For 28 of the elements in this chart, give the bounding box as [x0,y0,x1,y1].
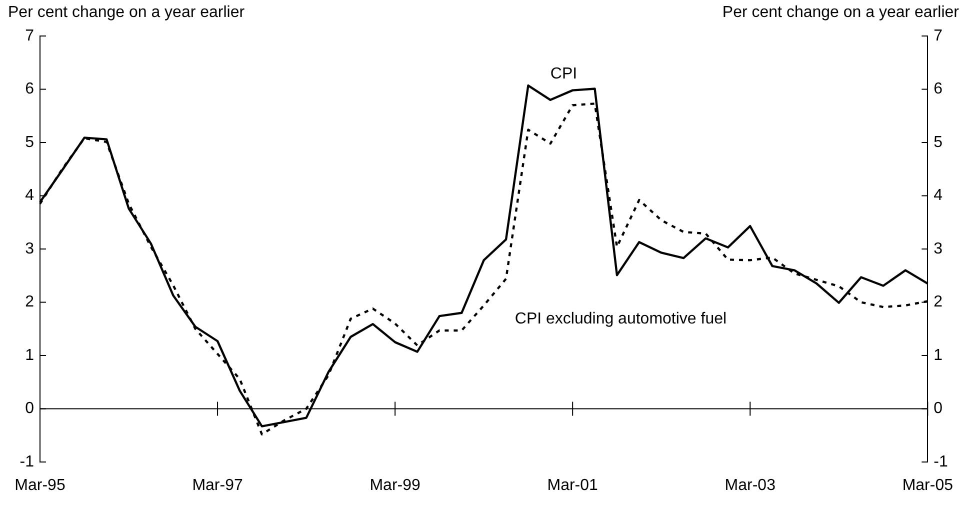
x-tick-label: Mar-05 [902,477,954,494]
y2-axis-title: Per cent change on a year earlier [722,4,959,22]
x-tick-label: Mar-01 [547,477,598,494]
y-tick-label: 1 [25,346,34,364]
y-tick-label: 2 [25,294,34,311]
y2-tick-label: 1 [934,346,943,364]
y2-tick-label: 3 [934,240,943,258]
y2-tick-label: 4 [934,187,943,204]
x-tick-label: Mar-03 [724,477,776,494]
y2-tick-label: 2 [934,294,943,311]
x-tick-label: Mar-99 [370,477,420,494]
y-axis-title: Per cent change on a year earlier [8,4,245,22]
y-tick-label: 7 [25,27,34,44]
y-tick-label: 6 [25,80,34,98]
y2-tick-label: -1 [934,453,948,470]
y-tick-label: 4 [25,187,34,204]
y-tick-label: 3 [25,240,34,258]
y2-tick-label: 7 [934,27,943,44]
y-tick-label: -1 [20,453,34,470]
x-tick-label: Mar-95 [14,477,66,494]
y2-tick-label: 6 [934,80,943,98]
y2-tick-label: 0 [934,400,943,418]
y-tick-label: 0 [25,400,34,418]
y-tick-label: 5 [25,134,34,151]
series-label: CPI excluding automotive fuel [514,310,727,328]
series-label: CPI [550,66,578,83]
x-tick-label: Mar-97 [192,477,243,494]
y2-tick-label: 5 [934,134,943,151]
